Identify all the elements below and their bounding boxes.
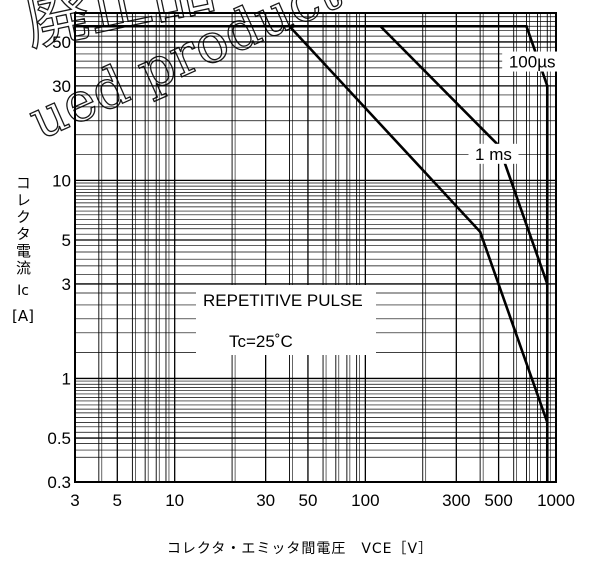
y-tick-label: 0.3 xyxy=(47,473,71,492)
y-tick-label: 10 xyxy=(52,171,71,190)
series-label-bg xyxy=(468,143,519,164)
x-tick-label: 30 xyxy=(256,491,275,510)
y-axis-label-unit: [A] xyxy=(12,307,34,325)
y-axis-label-symbol: Ic xyxy=(17,283,29,299)
series-labels: 1 ms100µs50µs xyxy=(468,51,563,164)
series-label: 100µs xyxy=(509,53,556,72)
annotations: REPETITIVE PULSE Tc=25˚C xyxy=(196,285,376,355)
x-tick-labels: 3 5 10 30 50 100 300 500 1000 xyxy=(70,491,575,510)
y-tick-label: 1 xyxy=(62,369,71,388)
y-tick-label: 50 xyxy=(52,33,71,52)
x-tick-label: 100 xyxy=(351,491,379,510)
x-tick-label: 500 xyxy=(484,491,512,510)
x-tick-label: 3 xyxy=(70,491,79,510)
annotation-box xyxy=(196,285,376,355)
annotation-repetitive-pulse: REPETITIVE PULSE xyxy=(203,291,363,310)
minor-grid xyxy=(75,13,556,482)
x-tick-label: 300 xyxy=(442,491,470,510)
y-axis-label-text: コレクタ電流 xyxy=(14,175,32,277)
plot-frame xyxy=(74,12,557,483)
x-tick-label: 5 xyxy=(113,491,122,510)
series-label: 1 ms xyxy=(475,145,512,164)
y-tick-label: 30 xyxy=(52,77,71,96)
annotation-tc: Tc=25˚C xyxy=(229,332,293,351)
y-tick-labels: 0.3 0.5 1 3 5 10 30 50 xyxy=(47,33,71,492)
x-axis-label: コレクタ・エミッタ間電圧 VCE［V］ xyxy=(166,541,434,557)
y-axis-label: コレクタ電流 Ic [A] xyxy=(10,175,36,325)
x-tick-label: 10 xyxy=(165,491,184,510)
series-label-bg xyxy=(502,51,563,72)
x-tick-label: 50 xyxy=(298,491,317,510)
y-tick-label: 0.5 xyxy=(47,429,71,448)
y-tick-label: 5 xyxy=(62,231,71,250)
x-tick-label: 1000 xyxy=(537,491,575,510)
major-grid xyxy=(75,13,556,482)
y-tick-label: 3 xyxy=(62,275,71,294)
